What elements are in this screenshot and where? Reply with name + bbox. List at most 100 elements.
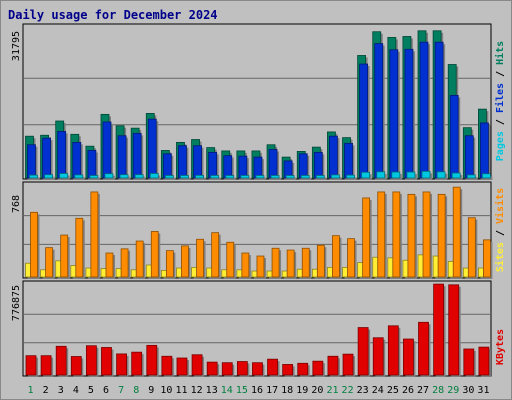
kbytes-bar-13 bbox=[206, 361, 218, 376]
legend-hits-files-pages: Pages / Files / Hits bbox=[494, 41, 506, 161]
day-label-6: 6 bbox=[103, 385, 109, 396]
pages-bar-18 bbox=[285, 175, 295, 179]
kbytes-bar-29 bbox=[448, 284, 460, 376]
pages-bar-3 bbox=[59, 173, 69, 179]
pages-bar-7 bbox=[119, 174, 129, 179]
kbytes-bar-20 bbox=[312, 360, 324, 376]
files-bar-31 bbox=[480, 122, 489, 179]
visits-bar-14 bbox=[226, 241, 235, 278]
day-label-23: 23 bbox=[357, 385, 369, 396]
day-label-25: 25 bbox=[387, 385, 399, 396]
pages-bar-16 bbox=[255, 175, 265, 179]
pages-bar-15 bbox=[240, 175, 250, 179]
visits-bar-15 bbox=[241, 252, 250, 278]
day-label-26: 26 bbox=[402, 385, 414, 396]
pages-bar-30-shadow bbox=[469, 176, 478, 180]
day-label-29: 29 bbox=[447, 385, 459, 396]
pages-bar-24 bbox=[376, 171, 386, 179]
files-bar-22 bbox=[344, 142, 353, 179]
files-bar-11 bbox=[178, 145, 187, 179]
pages-bar-12 bbox=[195, 174, 204, 179]
pages-bar-19-shadow bbox=[303, 177, 312, 180]
pages-bar-9 bbox=[149, 173, 159, 179]
day-label-21: 21 bbox=[326, 385, 338, 396]
day-label-22: 22 bbox=[342, 385, 354, 396]
pages-bar-27 bbox=[421, 170, 431, 179]
visits-bar-9 bbox=[150, 231, 159, 278]
files-bar-4 bbox=[72, 141, 82, 179]
day-label-7: 7 bbox=[118, 385, 124, 396]
day-label-16: 16 bbox=[251, 385, 263, 396]
day-label-19: 19 bbox=[296, 385, 308, 396]
legend-visits-sites: Sites / Visits bbox=[494, 188, 506, 272]
kbytes-bar-17 bbox=[267, 358, 278, 376]
pages-bar-20 bbox=[315, 175, 325, 179]
kbytes-bar-19 bbox=[297, 362, 309, 376]
legend-separator: / bbox=[495, 113, 506, 131]
pages-bar-26 bbox=[406, 171, 416, 179]
pages-bar-13-shadow bbox=[212, 177, 221, 180]
visits-bar-23 bbox=[362, 197, 371, 278]
day-label-12: 12 bbox=[191, 385, 203, 396]
files-bar-30 bbox=[464, 135, 474, 179]
pages-bar-2 bbox=[44, 174, 53, 179]
day-label-8: 8 bbox=[133, 385, 139, 396]
pages-bar-14-shadow bbox=[227, 177, 236, 180]
visits-bar-11 bbox=[181, 245, 189, 278]
files-bar-5 bbox=[87, 150, 97, 179]
visits-bar-2 bbox=[45, 247, 53, 278]
day-label-13: 13 bbox=[206, 385, 218, 396]
kbytes-bar-10 bbox=[161, 355, 173, 376]
kbytes-bar-27 bbox=[418, 321, 429, 376]
files-bar-19 bbox=[298, 153, 308, 179]
visits-bar-21 bbox=[332, 235, 340, 278]
kbytes-bar-2 bbox=[40, 355, 52, 376]
legend-pages: Pages bbox=[495, 131, 506, 161]
visits-bar-1 bbox=[30, 211, 38, 278]
legend-kbytes: KBytes bbox=[495, 329, 506, 365]
visits-bar-18 bbox=[286, 249, 295, 278]
files-bar-26 bbox=[404, 48, 414, 179]
visits-bar-24 bbox=[377, 191, 386, 278]
files-bar-27 bbox=[419, 41, 429, 179]
pages-bar-5-shadow bbox=[91, 177, 100, 180]
visits-bar-13 bbox=[211, 232, 220, 278]
kbytes-bar-25 bbox=[387, 325, 399, 376]
files-bar-21 bbox=[329, 135, 338, 179]
visits-bar-20 bbox=[316, 244, 325, 278]
pages-bar-21-shadow bbox=[333, 176, 342, 180]
day-label-18: 18 bbox=[281, 385, 293, 396]
kbytes-bar-14 bbox=[221, 362, 233, 376]
files-bar-2 bbox=[42, 137, 51, 179]
visits-bar-29 bbox=[452, 186, 461, 278]
visits-bar-30 bbox=[467, 217, 476, 278]
kbytes-bar-7 bbox=[116, 353, 127, 376]
plot-area-kbytes bbox=[22, 280, 492, 377]
files-bar-28 bbox=[434, 41, 444, 179]
kbytes-bar-22 bbox=[342, 353, 354, 376]
files-bar-6 bbox=[102, 121, 112, 179]
pages-bar-1 bbox=[29, 174, 38, 179]
visits-bar-8 bbox=[135, 240, 144, 278]
files-bar-25 bbox=[389, 49, 399, 179]
files-bar-20 bbox=[313, 151, 323, 179]
day-label-4: 4 bbox=[73, 385, 79, 396]
files-bar-24 bbox=[374, 43, 384, 179]
legend-separator: / bbox=[495, 65, 506, 83]
kbytes-bar-24 bbox=[372, 337, 384, 376]
pages-bar-17-shadow bbox=[273, 177, 282, 180]
files-bar-15 bbox=[238, 155, 248, 179]
kbytes-bar-31 bbox=[478, 346, 490, 376]
legend-sites: Sites bbox=[494, 242, 506, 272]
day-label-1: 1 bbox=[28, 385, 34, 396]
pages-bar-6 bbox=[104, 173, 114, 179]
visits-bar-7 bbox=[120, 248, 129, 278]
visits-bar-5 bbox=[90, 191, 99, 278]
files-bar-14 bbox=[223, 155, 233, 179]
visits-bar-19 bbox=[301, 247, 310, 278]
y-max-label-hits-files-pages: 31795 bbox=[11, 31, 22, 61]
pages-bar-11-shadow bbox=[182, 177, 191, 180]
visits-bar-17 bbox=[271, 247, 280, 278]
pages-bar-4 bbox=[74, 174, 84, 179]
